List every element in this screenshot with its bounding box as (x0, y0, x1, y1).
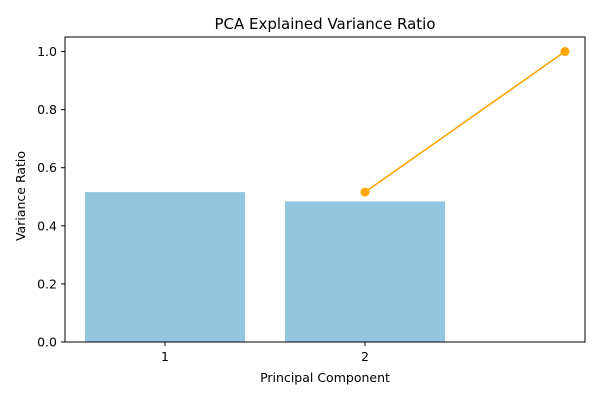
cumulative-point-2 (560, 47, 570, 57)
y-axis-label: Variance Ratio (13, 151, 28, 241)
cumulative-line-layer (360, 47, 570, 197)
y-tick-label: 0.8 (37, 102, 57, 117)
x-axis-label: Principal Component (260, 370, 390, 385)
cumulative-point-1 (360, 187, 370, 197)
y-axis: 0.0 0.2 0.4 0.6 0.8 1.0 (37, 44, 65, 350)
y-tick-label: 0.2 (37, 276, 57, 291)
plot-frame (64, 36, 586, 343)
y-tick-label: 1.0 (37, 44, 57, 59)
bar-1 (85, 192, 245, 342)
y-tick-label: 0.4 (37, 218, 57, 233)
bars-layer (85, 192, 445, 342)
x-tick-label: 2 (361, 349, 369, 364)
chart-title: PCA Explained Variance Ratio (214, 15, 435, 33)
bar-2 (285, 201, 445, 342)
cumulative-line (364, 50, 566, 193)
y-tick-label: 0.0 (37, 335, 57, 350)
y-tick-label: 0.6 (37, 160, 57, 175)
x-tick-label: 1 (161, 349, 169, 364)
